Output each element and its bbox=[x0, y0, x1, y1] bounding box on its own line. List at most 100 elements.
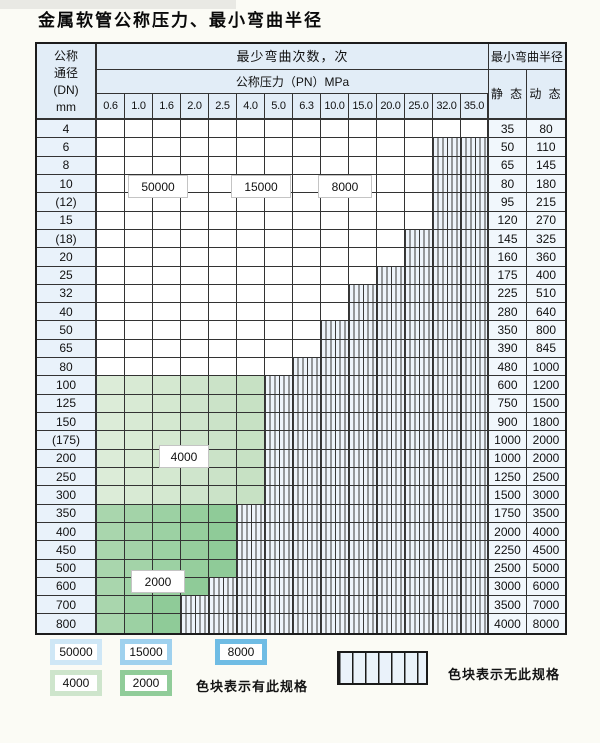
spec-available-cell bbox=[181, 559, 209, 578]
no-spec-cell bbox=[461, 138, 489, 157]
spec-available-cell bbox=[181, 266, 209, 285]
dynamic-radius-cell: 215 bbox=[527, 193, 565, 212]
spec-available-cell bbox=[237, 321, 265, 340]
dn-cell: 32 bbox=[37, 284, 97, 304]
no-spec-cell bbox=[405, 376, 433, 395]
no-spec-cell bbox=[377, 358, 405, 377]
no-spec-cell bbox=[377, 376, 405, 395]
static-radius-cell: 80 bbox=[489, 174, 527, 194]
static-radius-cell: 2000 bbox=[489, 522, 527, 542]
static-radius-cell: 175 bbox=[489, 266, 527, 285]
spec-available-cell bbox=[125, 284, 153, 304]
spec-available-cell bbox=[237, 358, 265, 377]
spec-available-cell bbox=[321, 266, 349, 285]
dynamic-radius-cell: 400 bbox=[527, 266, 565, 285]
no-spec-cell bbox=[377, 614, 405, 633]
spec-available-cell bbox=[209, 266, 237, 285]
spec-available-cell bbox=[125, 211, 153, 230]
no-spec-cell bbox=[405, 614, 433, 633]
dynamic-radius-cell: 1000 bbox=[527, 358, 565, 377]
dn-column-header: 公称 通径 (DN) mm bbox=[37, 44, 97, 120]
no-spec-cell bbox=[461, 376, 489, 395]
spec-available-cell bbox=[209, 138, 237, 157]
dynamic-radius-cell: 110 bbox=[527, 138, 565, 157]
pressure-header-cell: 25.0 bbox=[405, 94, 433, 120]
no-spec-cell bbox=[293, 486, 321, 505]
cycle-zone-label-8000: 8000 bbox=[318, 175, 372, 198]
no-spec-cell bbox=[293, 467, 321, 487]
no-spec-cell bbox=[405, 284, 433, 304]
legend-swatch-4000: 4000 bbox=[50, 670, 102, 696]
dynamic-radius-cell: 1500 bbox=[527, 394, 565, 413]
spec-available-cell bbox=[125, 303, 153, 322]
dn-cell: 20 bbox=[37, 248, 97, 267]
dn-cell: (175) bbox=[37, 431, 97, 450]
dn-cell: 450 bbox=[37, 541, 97, 560]
spec-available-cell bbox=[237, 449, 265, 468]
spec-available-cell bbox=[153, 156, 181, 175]
no-spec-cell bbox=[321, 614, 349, 633]
no-spec-cell bbox=[433, 596, 461, 615]
no-spec-cell bbox=[433, 559, 461, 578]
spec-available-cell bbox=[265, 211, 293, 230]
static-radius-cell: 3500 bbox=[489, 596, 527, 615]
spec-available-cell bbox=[293, 211, 321, 230]
dynamic-radius-cell: 4500 bbox=[527, 541, 565, 560]
spec-available-cell bbox=[97, 541, 125, 560]
dn-cell: 800 bbox=[37, 614, 97, 633]
dn-header-line: (DN) bbox=[53, 82, 79, 97]
spec-available-cell bbox=[209, 339, 237, 359]
no-spec-cell bbox=[349, 339, 377, 359]
spec-available-cell bbox=[97, 174, 125, 194]
spec-available-cell bbox=[265, 248, 293, 267]
no-spec-cell bbox=[377, 522, 405, 542]
spec-available-cell bbox=[97, 431, 125, 450]
spec-available-cell bbox=[293, 120, 321, 139]
dynamic-radius-cell: 7000 bbox=[527, 596, 565, 615]
spec-available-cell bbox=[377, 120, 405, 139]
spec-available-cell bbox=[97, 266, 125, 285]
spec-available-cell bbox=[461, 120, 489, 139]
no-spec-cell bbox=[433, 229, 461, 249]
static-radius-cell: 750 bbox=[489, 394, 527, 413]
no-spec-cell bbox=[265, 376, 293, 395]
legend-swatch-value: 2000 bbox=[125, 675, 167, 691]
no-spec-cell bbox=[461, 156, 489, 175]
pressure-header-cell: 5.0 bbox=[265, 94, 293, 120]
spec-available-cell bbox=[209, 156, 237, 175]
legend-swatch-value: 4000 bbox=[55, 675, 97, 691]
spec-available-cell bbox=[153, 229, 181, 249]
no-spec-cell bbox=[405, 577, 433, 597]
spec-available-cell bbox=[181, 358, 209, 377]
no-spec-cell bbox=[349, 467, 377, 487]
no-spec-cell bbox=[181, 596, 209, 615]
no-spec-cell bbox=[321, 504, 349, 523]
no-spec-cell bbox=[321, 522, 349, 542]
spec-available-cell bbox=[209, 431, 237, 450]
spec-available-cell bbox=[237, 156, 265, 175]
no-spec-cell bbox=[349, 541, 377, 560]
no-spec-cell bbox=[377, 303, 405, 322]
dynamic-column-header: 动 态 bbox=[527, 70, 565, 120]
spec-available-cell bbox=[265, 120, 293, 139]
radius-group-header: 最小弯曲半径 bbox=[489, 44, 565, 70]
spec-available-cell bbox=[209, 321, 237, 340]
dynamic-radius-cell: 2000 bbox=[527, 449, 565, 468]
spec-available-cell bbox=[293, 174, 321, 194]
spec-available-cell bbox=[377, 138, 405, 157]
no-spec-cell bbox=[349, 504, 377, 523]
static-radius-cell: 4000 bbox=[489, 614, 527, 633]
static-radius-cell: 145 bbox=[489, 229, 527, 249]
no-spec-cell bbox=[405, 486, 433, 505]
pressure-header-cell: 20.0 bbox=[377, 94, 405, 120]
spec-available-cell bbox=[153, 120, 181, 139]
static-radius-cell: 2500 bbox=[489, 559, 527, 578]
no-spec-cell bbox=[461, 303, 489, 322]
dn-cell: 125 bbox=[37, 394, 97, 413]
spec-available-cell bbox=[181, 541, 209, 560]
no-spec-cell bbox=[293, 577, 321, 597]
dn-cell: 8 bbox=[37, 156, 97, 175]
spec-available-cell bbox=[153, 413, 181, 432]
no-spec-cell bbox=[377, 321, 405, 340]
